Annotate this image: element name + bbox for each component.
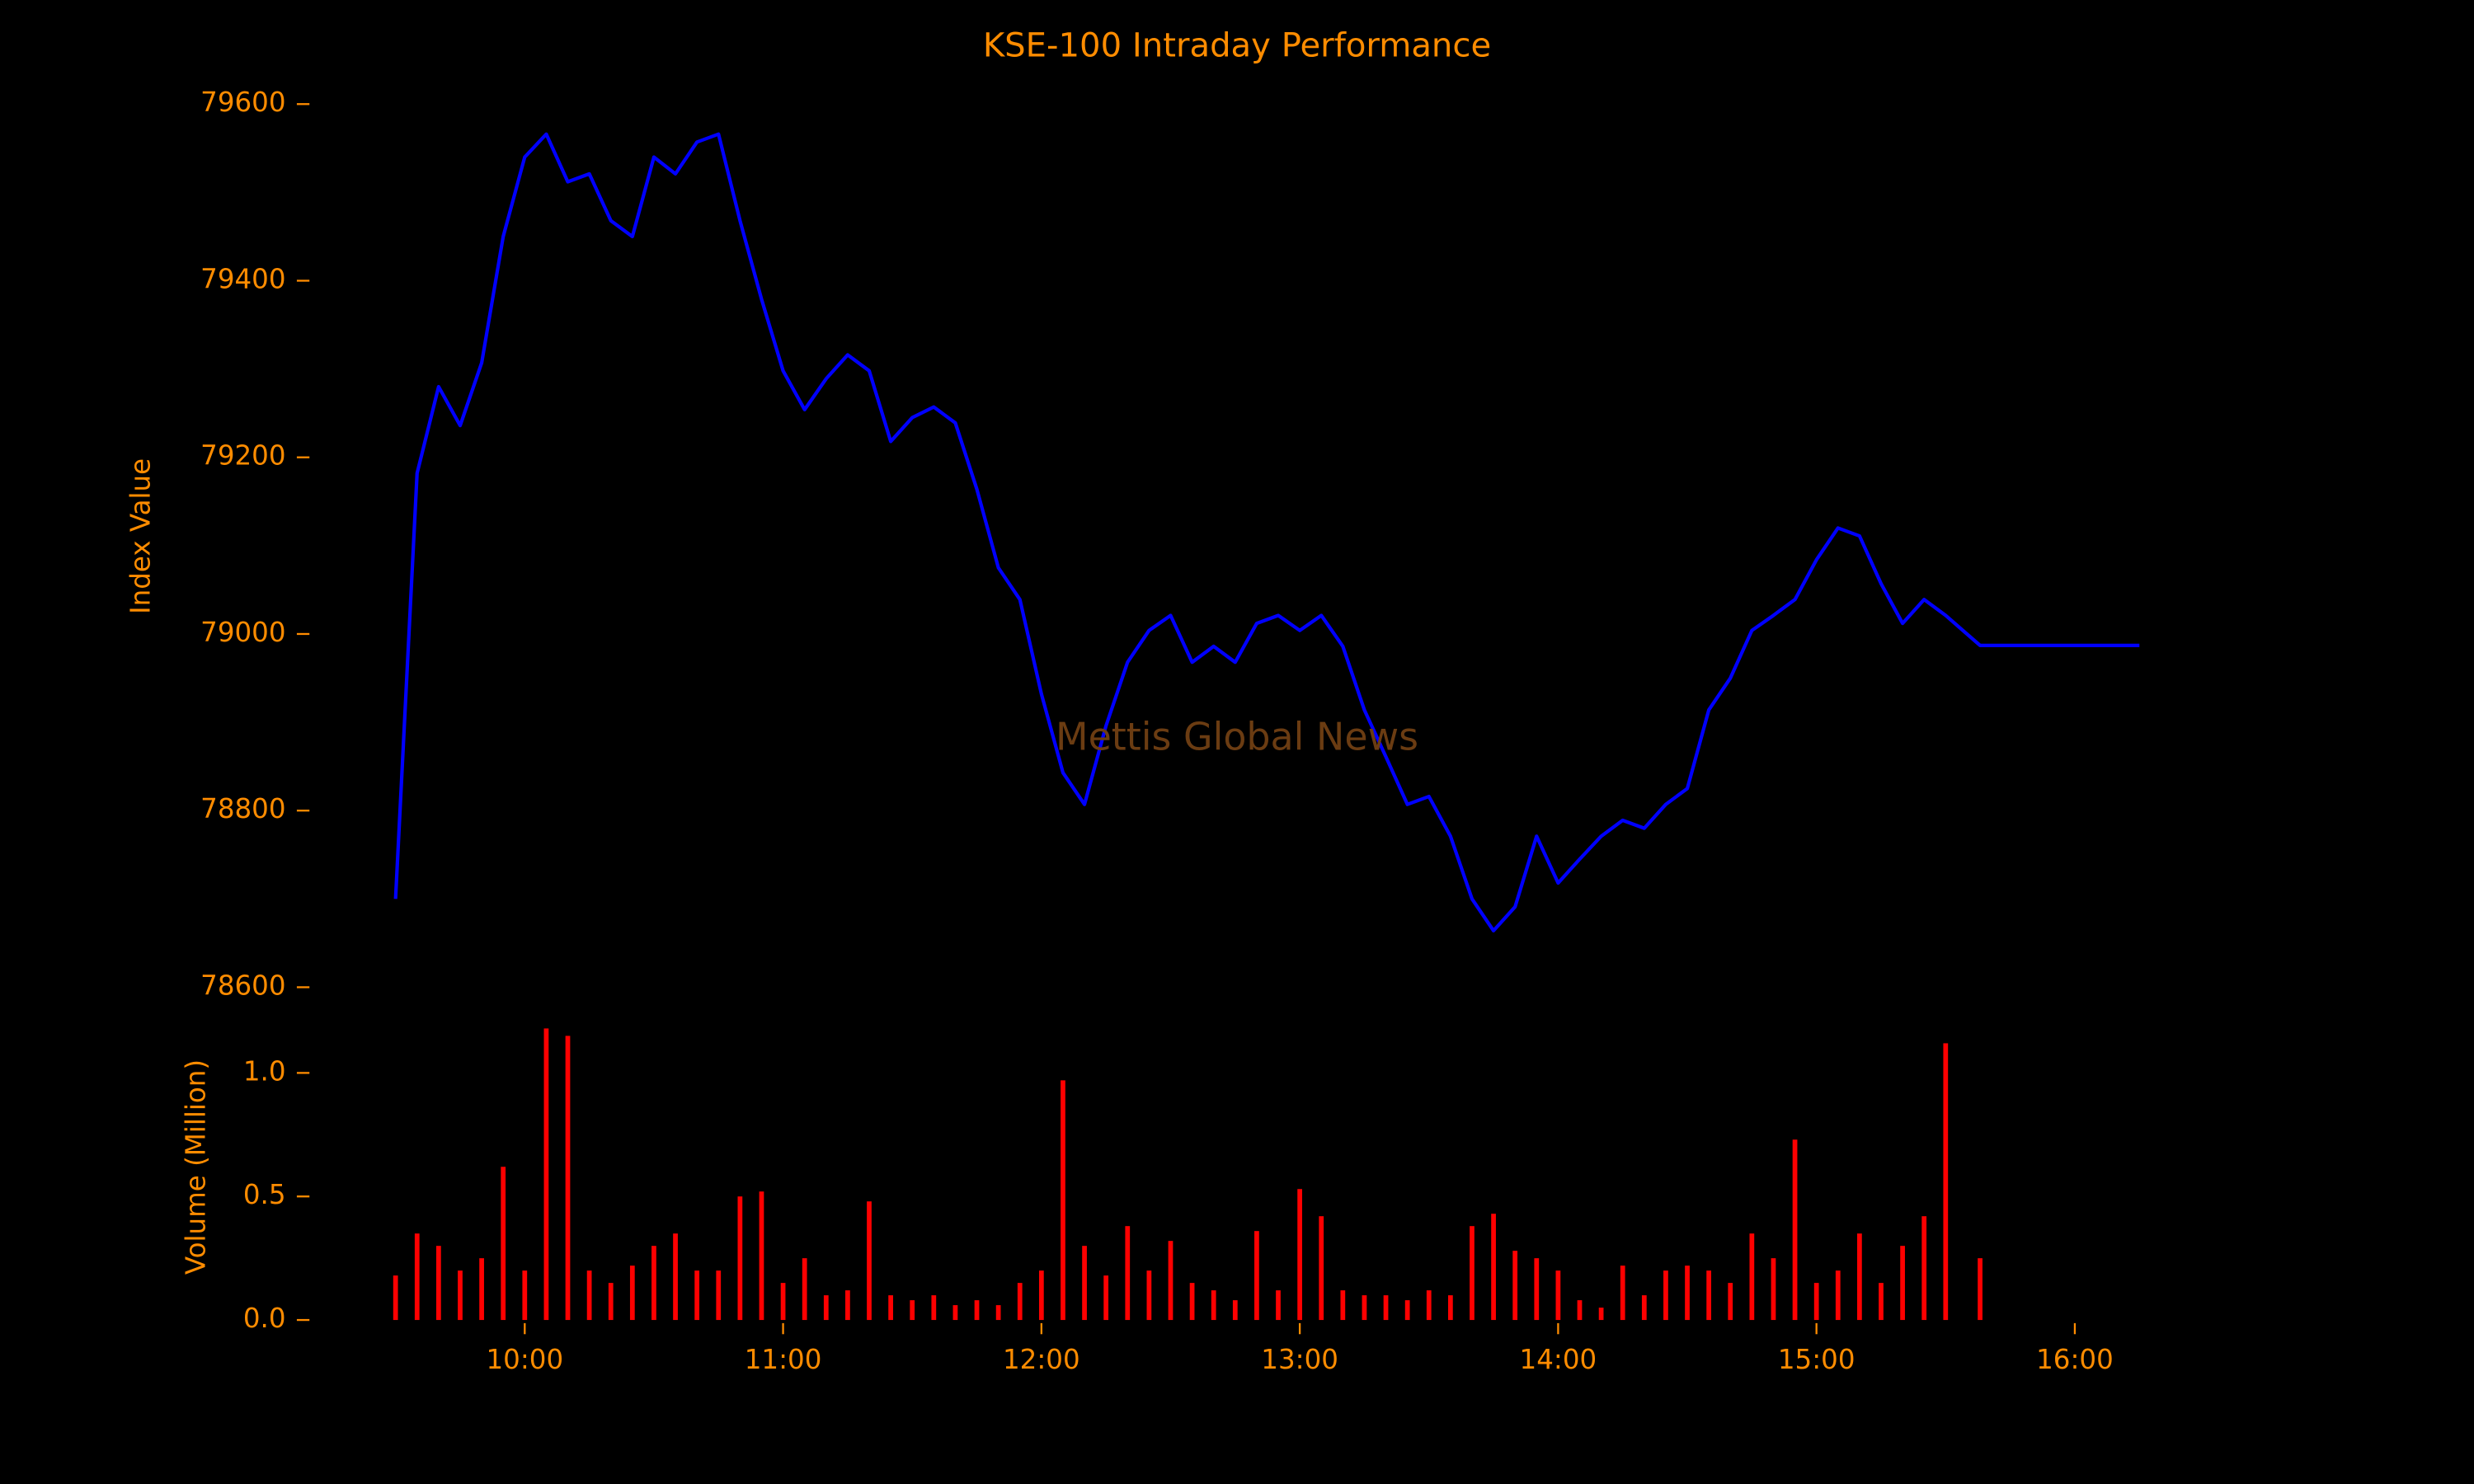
volume-bar (1534, 1258, 1540, 1321)
y-tick-label: 79000 (200, 617, 285, 648)
volume-bar (501, 1167, 506, 1321)
volume-bar (1125, 1226, 1131, 1321)
volume-bar (845, 1290, 850, 1321)
x-tick-label: 16:00 (2036, 1344, 2114, 1375)
volume-bar (974, 1300, 980, 1321)
volume-bar (1362, 1295, 1367, 1321)
volume-bar (694, 1270, 700, 1321)
volume-bar (1103, 1275, 1109, 1321)
volume-bar (1555, 1270, 1561, 1321)
volume-bar (1404, 1300, 1410, 1321)
volume-bar (952, 1305, 958, 1321)
volume-bar (586, 1270, 592, 1321)
volume-bar (1276, 1290, 1281, 1321)
volume-bar (867, 1201, 872, 1321)
volume-bar (802, 1258, 807, 1321)
x-tick-label: 15:00 (1778, 1344, 1856, 1375)
y-axis-label: Index Value (125, 458, 156, 614)
volume-bar (1641, 1295, 1647, 1321)
volume-bar (1038, 1270, 1044, 1321)
volume-bar (458, 1270, 463, 1321)
y-axis-label: Volume (Million) (180, 1059, 211, 1275)
volume-bar (1340, 1290, 1346, 1321)
volume-bar (1900, 1246, 1905, 1321)
volume-bar (1879, 1283, 1884, 1321)
volume-bar (931, 1295, 937, 1321)
volume-bar (1319, 1216, 1324, 1321)
volume-bar (1728, 1283, 1733, 1321)
volume-bar (1620, 1266, 1625, 1321)
volume-bar (1470, 1226, 1475, 1321)
y-tick-label: 78600 (200, 970, 285, 1001)
volume-bar (1685, 1266, 1690, 1321)
volume-bar (1232, 1300, 1238, 1321)
y-tick-label: 1.0 (243, 1055, 286, 1087)
chart-title: KSE-100 Intraday Performance (983, 26, 1491, 64)
volume-bar (1921, 1216, 1927, 1321)
x-tick-label: 10:00 (486, 1344, 563, 1375)
volume-bar (780, 1283, 786, 1321)
volume-bar (436, 1246, 441, 1321)
x-tick-label: 13:00 (1261, 1344, 1338, 1375)
volume-bar (565, 1036, 571, 1321)
y-tick-label: 0.0 (243, 1303, 286, 1334)
volume-bar (1491, 1214, 1496, 1321)
watermark: Mettis Global News (1056, 715, 1418, 759)
x-tick-label: 12:00 (1003, 1344, 1080, 1375)
volume-bar (1254, 1231, 1259, 1321)
volume-bar (479, 1258, 484, 1321)
volume-bar (995, 1305, 1001, 1321)
volume-bar (522, 1270, 528, 1321)
volume-bar (608, 1283, 614, 1321)
volume-bar (823, 1295, 829, 1321)
volume-bar (1297, 1189, 1302, 1321)
y-tick-label: 78800 (200, 793, 285, 824)
volume-bar (1835, 1270, 1841, 1321)
volume-bar (1792, 1139, 1798, 1321)
volume-bar (543, 1028, 549, 1321)
volume-bar (1943, 1043, 1949, 1321)
volume-bar (1857, 1233, 1862, 1321)
volume-bar (1598, 1308, 1604, 1321)
volume-bar (888, 1295, 893, 1321)
x-tick-label: 14:00 (1520, 1344, 1597, 1375)
volume-bar (1426, 1290, 1432, 1321)
volume-bar (1749, 1233, 1755, 1321)
volume-bar (393, 1275, 398, 1321)
volume-bar (1146, 1270, 1152, 1321)
volume-bar (1706, 1270, 1712, 1321)
y-tick-label: 79600 (200, 87, 285, 118)
y-tick-label: 0.5 (243, 1179, 286, 1210)
y-tick-label: 79400 (200, 263, 285, 294)
volume-bar (1082, 1246, 1087, 1321)
volume-bar (1211, 1290, 1216, 1321)
volume-bar (910, 1300, 915, 1321)
volume-bar (737, 1196, 743, 1321)
volume-bar (759, 1191, 764, 1321)
volume-bar (1447, 1295, 1453, 1321)
volume-bar (1577, 1300, 1583, 1321)
index-line (393, 132, 2140, 932)
x-tick-label: 11:00 (745, 1344, 822, 1375)
volume-bar (1061, 1080, 1065, 1321)
volume-bar (651, 1246, 656, 1321)
volume-bar (1663, 1270, 1668, 1321)
volume-bar (1189, 1283, 1195, 1321)
volume-bar (716, 1270, 722, 1321)
volume-bar (1017, 1283, 1023, 1321)
volume-bar (1771, 1258, 1776, 1321)
volume-bar (414, 1233, 420, 1321)
volume-bar (629, 1266, 635, 1321)
volume-bar (1383, 1295, 1389, 1321)
volume-bar (1512, 1251, 1518, 1321)
y-tick-label: 79200 (200, 440, 285, 472)
volume-bar (1168, 1241, 1174, 1321)
volume-bar (1813, 1283, 1819, 1321)
volume-bar (1978, 1258, 1982, 1321)
volume-bar (673, 1233, 678, 1321)
